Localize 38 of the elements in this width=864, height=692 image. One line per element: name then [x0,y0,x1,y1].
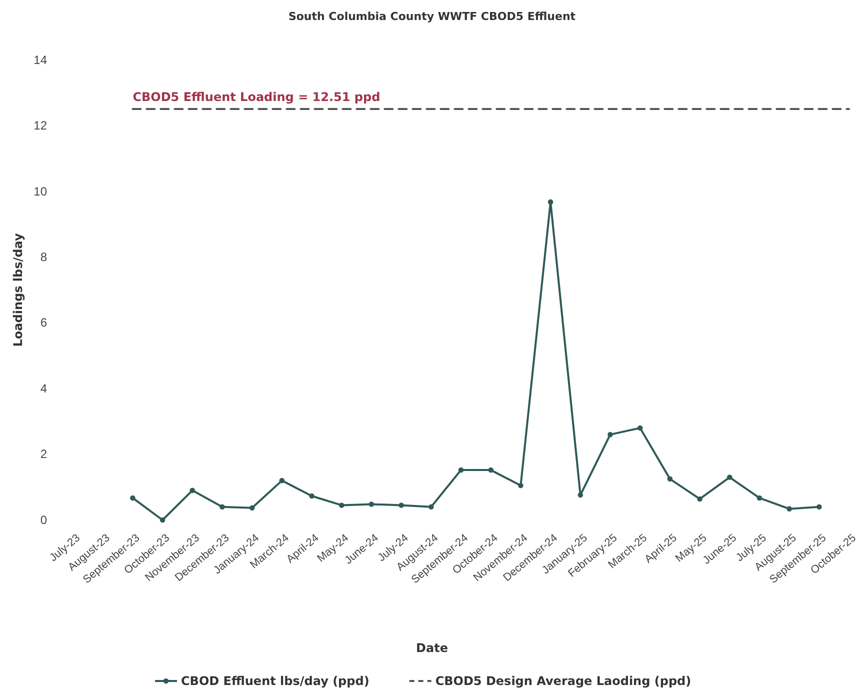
point [160,517,166,523]
y-tick-label: 2 [40,447,48,462]
point [637,425,643,431]
point [608,432,613,438]
x-axis-title: Date [416,641,448,655]
point [697,496,702,502]
point [548,199,554,205]
y-tick-label: 6 [40,316,48,330]
point [338,502,344,508]
y-tick-label: 14 [34,52,48,67]
y-tick-label: 0 [40,512,48,527]
legend-label: CBOD Effluent lbs/day (ppd) [181,674,370,688]
point [220,504,225,510]
legend-label: CBOD5 Design Average Laoding (ppd) [435,674,692,688]
point [249,505,255,510]
annotation: CBOD5 Effluent Loading = 12.51 ppd [132,90,380,104]
y-tick-label: 8 [40,250,48,264]
point [726,474,732,480]
point [667,476,673,482]
point [428,504,434,510]
y-tick-label: 10 [34,184,48,198]
point [756,495,762,501]
point [816,504,822,510]
point [190,488,196,494]
point [518,482,524,488]
point [130,495,136,501]
point [279,478,285,484]
y-tick-label: 12 [34,118,48,133]
chart-title: South Columbia County WWTF CBOD5 Effluent [288,10,576,23]
y-axis-title: Loadings lbs/day [11,233,25,347]
point [309,493,314,499]
point [578,492,584,498]
point [488,467,494,473]
point [786,506,792,512]
point [458,467,464,473]
y-tick-label: 4 [40,381,48,396]
point [398,502,404,508]
point [368,502,374,507]
